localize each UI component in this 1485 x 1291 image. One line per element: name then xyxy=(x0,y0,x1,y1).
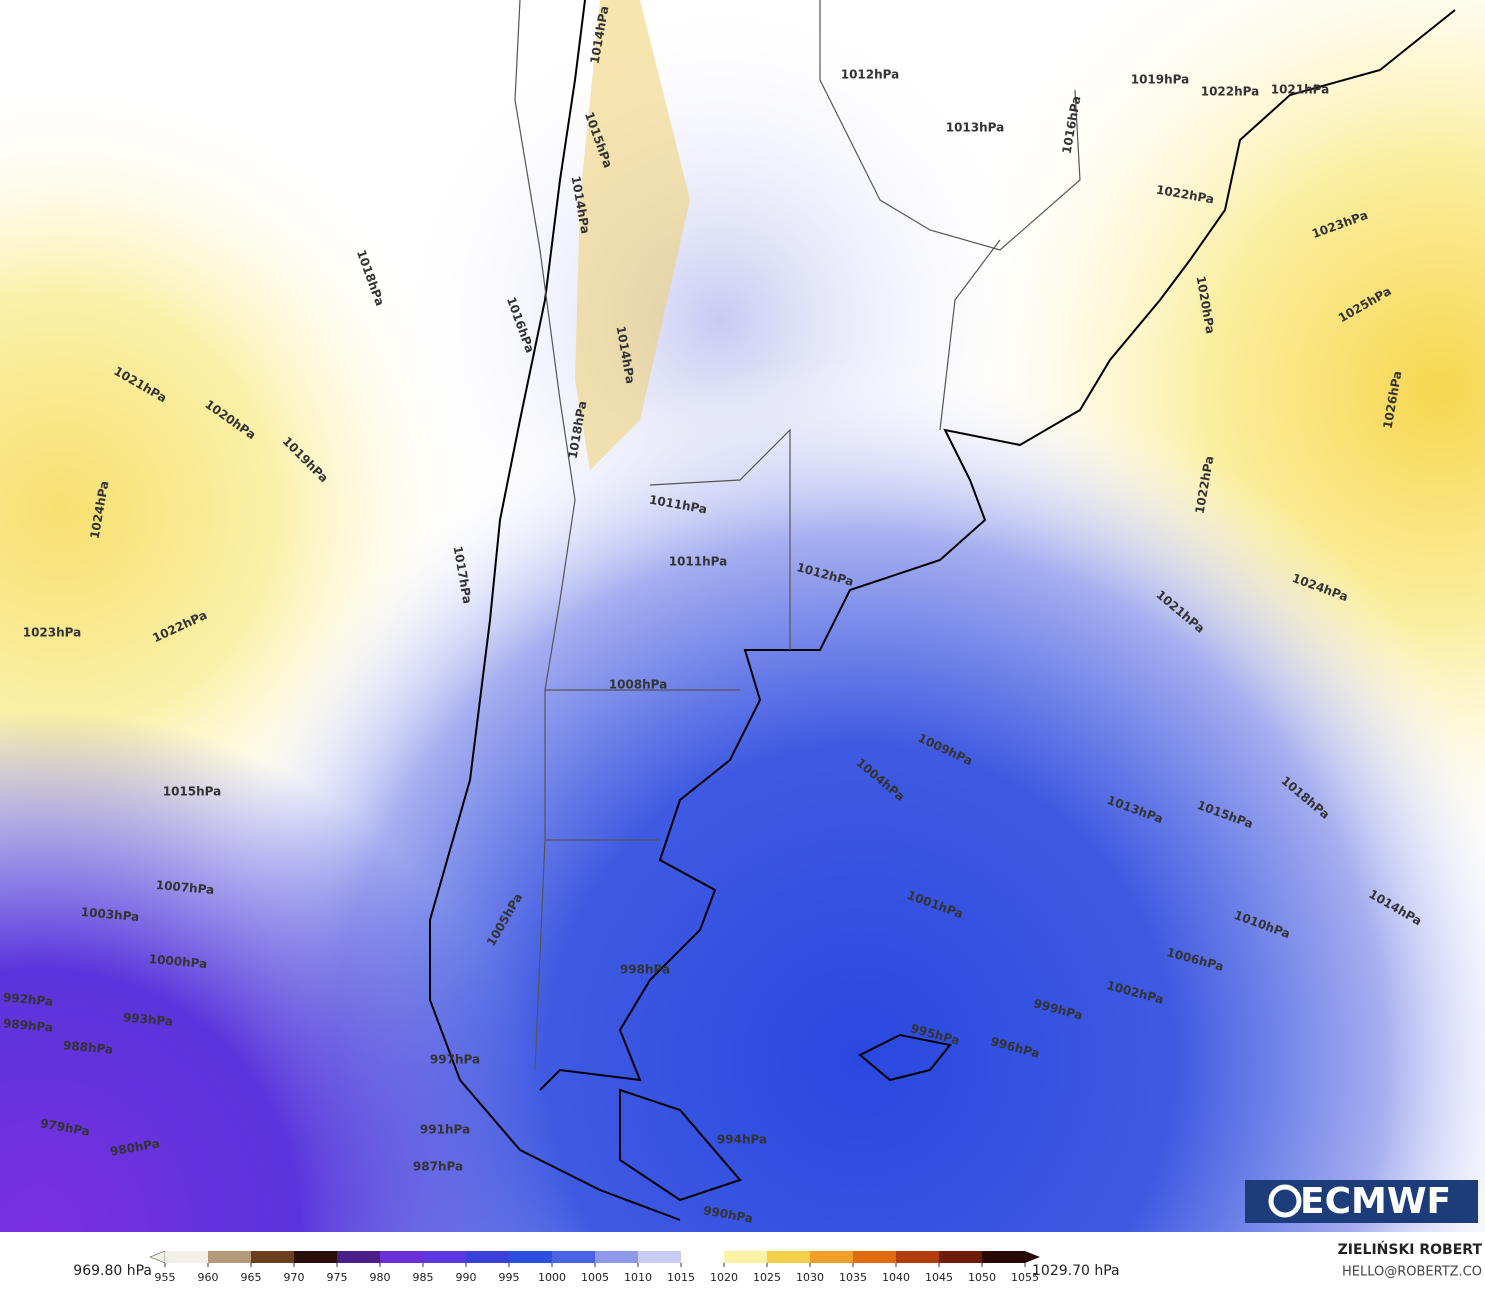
colorbar-segment xyxy=(595,1251,638,1263)
contour-label: 994hPa xyxy=(717,1133,767,1147)
colorbar-segment xyxy=(466,1251,509,1263)
colorbar-tick-label: 995 xyxy=(499,1271,520,1284)
colorbar-tick-label: 1005 xyxy=(581,1271,609,1284)
colorbar-segment xyxy=(337,1251,380,1263)
colorbar-tick-label: 980 xyxy=(370,1271,391,1284)
contour-label: 988hPa xyxy=(62,1038,113,1056)
contour-label: 1021hPa xyxy=(1271,83,1330,97)
colorbar-max: 1029.70 hPa xyxy=(1032,1263,1120,1279)
colorbar-tick-label: 975 xyxy=(327,1271,348,1284)
colorbar-tick-label: 1030 xyxy=(796,1271,824,1284)
colorbar-segment xyxy=(509,1251,552,1263)
contour-label: 1012hPa xyxy=(841,68,900,82)
logo: ECMWF xyxy=(1245,1180,1478,1223)
email: HELLO@ROBERTZ.CO xyxy=(1342,1265,1482,1280)
colorbar-segment xyxy=(681,1251,724,1263)
map-field xyxy=(0,0,1485,1232)
colorbar-arrow-left xyxy=(149,1250,166,1264)
colorbar-tick-label: 1025 xyxy=(753,1271,781,1284)
colorbar-segment xyxy=(982,1251,1025,1263)
contour-label: 1013hPa xyxy=(946,121,1005,135)
colorbar-segment xyxy=(552,1251,595,1263)
colorbar-tick-label: 965 xyxy=(241,1271,262,1284)
colorbar-min: 969.80 hPa xyxy=(73,1263,152,1279)
contour-label: 989hPa xyxy=(2,1016,53,1034)
coastlines xyxy=(429,0,1456,1221)
contour-label: 993hPa xyxy=(122,1010,173,1028)
colorbar-segment xyxy=(724,1251,767,1263)
colorbar-segment xyxy=(853,1251,896,1263)
colorbar-tick-label: 1015 xyxy=(667,1271,695,1284)
colorbar-segment xyxy=(767,1251,810,1263)
colorbar-tick-label: 955 xyxy=(155,1271,176,1284)
colorbar-tick-label: 970 xyxy=(284,1271,305,1284)
colorbar-tick-label: 1000 xyxy=(538,1271,566,1284)
colorbar-segment xyxy=(294,1251,337,1263)
contour-label: 1015hPa xyxy=(163,785,222,799)
contour-label: 1023hPa xyxy=(23,626,82,640)
colorbar-tick-label: 1050 xyxy=(968,1271,996,1284)
colorbar-segment xyxy=(251,1251,294,1263)
contour-label: 992hPa xyxy=(2,990,53,1008)
logo-text: ECMWF xyxy=(1300,1181,1451,1222)
colorbar-tick-label: 1035 xyxy=(839,1271,867,1284)
contour-label: 1007hPa xyxy=(155,878,215,897)
colorbar-segment xyxy=(896,1251,939,1263)
contour-label: 1003hPa xyxy=(80,905,140,924)
colorbar-tick-label: 1040 xyxy=(882,1271,910,1284)
colorbar-tick-label: 1010 xyxy=(624,1271,652,1284)
colorbar-segment xyxy=(939,1251,982,1263)
colorbar-segment xyxy=(423,1251,466,1263)
contour-label: 1008hPa xyxy=(609,678,668,692)
colorbar-segment xyxy=(208,1251,251,1263)
colorbar-tick-label: 960 xyxy=(198,1271,219,1284)
colorbar-tick-label: 1020 xyxy=(710,1271,738,1284)
colorbar-arrow-right xyxy=(1025,1251,1040,1263)
colorbar-tick-label: 1055 xyxy=(1011,1271,1039,1284)
contour-label: 991hPa xyxy=(420,1123,470,1137)
contour-label: 1019hPa xyxy=(1131,73,1190,87)
colorbar-tick-label: 985 xyxy=(413,1271,434,1284)
contour-label: 987hPa xyxy=(413,1160,463,1174)
colorbar-segment xyxy=(810,1251,853,1263)
colorbar-segment xyxy=(165,1251,208,1263)
colorbar-segment xyxy=(380,1251,423,1263)
colorbar-segment xyxy=(638,1251,681,1263)
colorbar-tick-label: 1045 xyxy=(925,1271,953,1284)
author: ZIELIŃSKI ROBERT xyxy=(1338,1240,1483,1258)
contour-label: 1011hPa xyxy=(669,555,728,569)
borders xyxy=(514,0,1081,1071)
contour-label: 1000hPa xyxy=(148,952,208,971)
colorbar-tick-label: 990 xyxy=(456,1271,477,1284)
contour-label: 998hPa xyxy=(620,963,670,977)
contour-label: 1022hPa xyxy=(1201,85,1260,99)
contour-label: 997hPa xyxy=(430,1053,480,1067)
